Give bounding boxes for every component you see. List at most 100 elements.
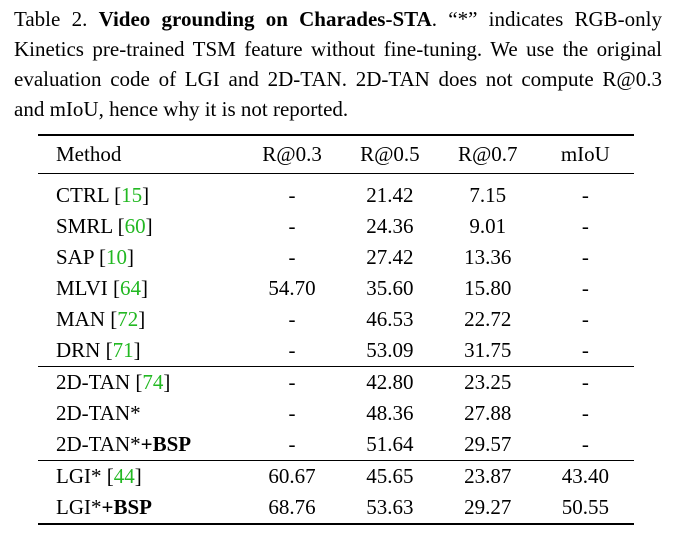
value-r03: -	[288, 432, 296, 456]
method-name: MLVI	[56, 276, 108, 300]
table-row: 2D-TAN* - 48.36 27.88 -	[38, 398, 634, 429]
row-group-3: LGI* [44] 60.67 45.65 23.87 43.40 LGI*+BSP 68.…	[38, 460, 634, 524]
value-miou: -	[581, 401, 589, 425]
method-cell: SMRL [60]	[56, 214, 153, 238]
value-r03: -	[288, 370, 296, 394]
method-cell: MLVI [64]	[56, 276, 148, 300]
table-row: SAP [10] - 27.42 13.36 -	[38, 242, 634, 273]
citation-link[interactable]: 44	[113, 464, 135, 488]
value-miou: -	[581, 183, 589, 207]
table-row: 2D-TAN*+BSP - 51.64 29.57 -	[38, 429, 634, 461]
method-name: 2D-TAN*	[56, 432, 141, 456]
citation-link[interactable]: 10	[106, 245, 127, 269]
value-r05: 24.36	[366, 214, 414, 238]
method-cell: LGI*+BSP	[38, 492, 243, 524]
method-name: LGI*	[56, 464, 102, 488]
value-miou: -	[581, 307, 589, 331]
value-r07: 29.27	[464, 495, 512, 519]
results-table: Method R@0.3 R@0.5 R@0.7 mIoU CTRL [15] -…	[38, 134, 634, 525]
header-row: Method R@0.3 R@0.5 R@0.7 mIoU	[38, 135, 634, 174]
method-cell: 2D-TAN*	[38, 398, 243, 429]
method-suffix: +BSP	[140, 432, 192, 456]
value-r05: 35.60	[366, 276, 414, 300]
table-row: LGI* [44] 60.67 45.65 23.87 43.40	[38, 460, 634, 493]
value-miou: -	[581, 245, 589, 269]
value-miou: -	[581, 276, 589, 300]
row-group-1: CTRL [15] - 21.42 7.15 - SMRL [60] - 24.36 9.01 -…	[38, 174, 634, 367]
value-r03: 60.67	[268, 464, 316, 488]
method-cell: DRN [71]	[56, 338, 141, 362]
value-r05: 27.42	[366, 245, 414, 269]
value-miou: -	[581, 432, 589, 456]
method-cell: SAP [10]	[56, 245, 134, 269]
value-r03: -	[288, 183, 296, 207]
method-cell: 2D-TAN [74]	[56, 370, 171, 394]
method-name: 2D-TAN	[56, 370, 131, 394]
caption-label: Table 2.	[14, 7, 88, 31]
value-miou: 43.40	[561, 464, 609, 488]
value-r07: 13.36	[464, 245, 512, 269]
value-r05: 53.63	[366, 495, 414, 519]
value-r03: -	[288, 307, 296, 331]
citation-link[interactable]: 72	[117, 307, 139, 331]
method-cell: 2D-TAN*+BSP	[38, 429, 243, 461]
table-row: 2D-TAN [74] - 42.80 23.25 -	[38, 366, 634, 399]
value-miou: 50.55	[561, 495, 609, 519]
citation-link[interactable]: 71	[112, 338, 134, 362]
value-r05: 21.42	[366, 183, 414, 207]
value-r05: 42.80	[366, 370, 414, 394]
value-miou: -	[581, 214, 589, 238]
method-name: MAN	[56, 307, 106, 331]
table-row: MLVI [64] 54.70 35.60 15.80 -	[38, 273, 634, 304]
citation-link[interactable]: 15	[121, 183, 143, 207]
table-caption: Table 2. Video grounding on Charades-STA…	[14, 4, 662, 124]
citation-link[interactable]: 64	[119, 276, 141, 300]
method-cell: MAN [72]	[56, 307, 146, 331]
value-r05: 51.64	[366, 432, 414, 456]
value-r03: 54.70	[268, 276, 316, 300]
value-r05: 45.65	[366, 464, 414, 488]
value-r07: 23.25	[464, 370, 512, 394]
value-r03: -	[288, 245, 296, 269]
value-r07: 31.75	[464, 338, 512, 362]
value-r03: -	[288, 401, 296, 425]
table-row: MAN [72] - 46.53 22.72 -	[38, 304, 634, 335]
method-cell: CTRL [15]	[56, 183, 150, 207]
value-r03: -	[288, 338, 296, 362]
value-r03: -	[288, 214, 296, 238]
value-r07: 29.57	[464, 432, 512, 456]
method-suffix: +BSP	[101, 495, 152, 519]
table-row: CTRL [15] - 21.42 7.15 -	[38, 174, 634, 212]
table-row: DRN [71] - 53.09 31.75 -	[38, 335, 634, 367]
value-r07: 22.72	[464, 307, 512, 331]
citation-link[interactable]: 74	[142, 370, 164, 394]
method-name: SAP	[56, 245, 94, 269]
header-r07: R@0.7	[457, 142, 518, 166]
method-name: 2D-TAN*	[56, 401, 141, 425]
value-r07: 7.15	[469, 183, 507, 207]
value-r07: 27.88	[464, 401, 512, 425]
value-r05: 53.09	[366, 338, 414, 362]
value-r05: 46.53	[366, 307, 414, 331]
value-r07: 9.01	[469, 214, 507, 238]
method-name: DRN	[56, 338, 101, 362]
value-r07: 15.80	[464, 276, 512, 300]
method-name: CTRL	[56, 183, 109, 207]
method-name: SMRL	[56, 214, 113, 238]
method-cell: LGI* [44]	[56, 464, 142, 488]
table-row: LGI*+BSP 68.76 53.63 29.27 50.55	[38, 492, 634, 524]
value-r05: 48.36	[366, 401, 414, 425]
row-group-2: 2D-TAN [74] - 42.80 23.25 - 2D-TAN* - 48.36 27.8…	[38, 366, 634, 461]
value-miou: -	[581, 370, 589, 394]
value-r03: 68.76	[268, 495, 316, 519]
header-r05: R@0.5	[360, 142, 420, 166]
caption-title: Video grounding on Charades-STA	[98, 7, 432, 31]
caption-text: . “*” indicates RGB-only Kinetics pre-tr…	[14, 7, 662, 121]
table-row: SMRL [60] - 24.36 9.01 -	[38, 211, 634, 242]
header-r03: R@0.3	[262, 142, 322, 166]
value-r07: 23.87	[464, 464, 512, 488]
citation-link[interactable]: 60	[124, 214, 146, 238]
header-miou: mIoU	[560, 142, 610, 166]
method-name: LGI*	[56, 495, 102, 519]
value-miou: -	[581, 338, 589, 362]
